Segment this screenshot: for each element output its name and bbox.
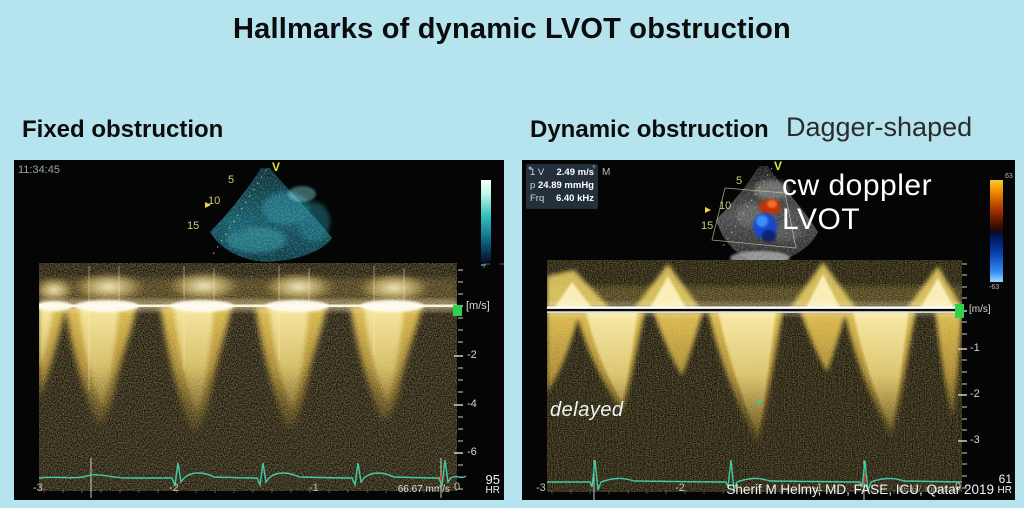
time-tick: 0: [955, 481, 962, 493]
measurement-value: 24.89 mmHg: [538, 180, 594, 191]
delayed-annotation: delayed: [550, 399, 624, 421]
caliper-red-marker: [439, 476, 443, 483]
dynamic-obstruction-echo-panel: ● + 1 V 2.49 m/s p 24.89 mmHg Frq 6.40 k…: [522, 160, 1015, 500]
measurement-row: p 24.89 mmHg: [530, 179, 594, 192]
grayscale-colorbar: [481, 180, 491, 266]
attribution-credit: Sherif M Helmy, MD, FASE, ICU, Qatar 201…: [726, 482, 994, 497]
ecg-trace: [547, 459, 963, 492]
right-column-heading: Dynamic obstruction: [530, 116, 769, 143]
heart-rate-display: 95 HR: [485, 472, 500, 496]
slide-title: Hallmarks of dynamic LVOT obstruction: [233, 13, 791, 45]
ecg-strip: [547, 459, 963, 500]
fixed-obstruction-ultrasound-graphic: [14, 160, 504, 500]
depth-arrow-icon: [205, 202, 211, 208]
depth-marker-10: 10: [719, 200, 732, 212]
time-tick: -2: [169, 482, 179, 494]
time-tick: -1: [309, 482, 319, 494]
baseline-cursor-marker: [453, 305, 462, 316]
acquisition-timestamp: 11:34:45: [18, 164, 61, 176]
heart-rate-display: 61 HR: [997, 472, 1012, 496]
velocity-axis-unit: [m/s]: [466, 300, 490, 312]
cw-doppler-lvot-label: cw doppler LVOT: [782, 169, 933, 236]
velocity-tick: -3: [970, 434, 980, 446]
measurement-value: 6.40 kHz: [555, 193, 594, 204]
colorbar-max-label: 63: [1005, 173, 1013, 180]
velocity-tick: -6: [467, 446, 477, 458]
time-tick: -3: [536, 482, 546, 494]
caliper-red-marker: [862, 476, 866, 483]
measurement-row: Frq 6.40 kHz: [530, 192, 594, 205]
sweep-speed: 66.67 mm/s: [898, 484, 948, 495]
color-doppler-box: [711, 187, 797, 249]
dagger-shaped-annotation: Dagger-shaped: [786, 112, 973, 142]
measurement-value: 2.49 m/s: [556, 167, 595, 178]
doppler-baseline: [39, 299, 457, 312]
depth-marker-5: 5: [228, 174, 235, 186]
trackball-marker-icon: +: [591, 164, 596, 171]
time-tick: -2: [675, 482, 685, 494]
heart-rate-value: 95: [485, 472, 500, 487]
measurement-row: 1 V 2.49 m/s: [530, 166, 594, 179]
time-tick: 0: [454, 481, 461, 493]
baseline-cursor-marker: [955, 304, 964, 318]
mode-marker: M: [602, 167, 611, 178]
time-tick: -1: [813, 482, 823, 494]
colorbar-min-label: -63: [989, 284, 1000, 291]
measurement-label: 1 V: [530, 167, 545, 178]
velocity-tick: -1: [970, 342, 980, 354]
depth-marker-10: 10: [208, 195, 221, 207]
dynamic-obstruction-ultrasound-graphic: [522, 160, 1015, 500]
depth-marker-15: 15: [701, 220, 714, 232]
velocity-tick: -2: [970, 388, 980, 400]
orientation-v-marker: V: [272, 160, 281, 174]
doppler-measurement-box: ● + 1 V 2.49 m/s p 24.89 mmHg Frq 6.40 k…: [526, 164, 598, 209]
sweep-speed: 66.67 mm/s: [397, 484, 450, 495]
color-doppler-velocity-colorbar: [990, 180, 1003, 282]
velocity-axis-unit: [m/s]: [969, 304, 991, 315]
ecg-strip: [38, 458, 467, 498]
color-doppler-jet: [753, 199, 781, 242]
doppler-baseline: [547, 302, 962, 316]
depth-marker-15: 15: [187, 220, 200, 232]
orientation-v-marker: V: [774, 160, 783, 173]
left-column-heading: Fixed obstruction: [22, 116, 224, 143]
circle-marker-icon: ●: [528, 165, 533, 172]
time-tick: -3: [33, 482, 43, 494]
measurement-label: Frq: [530, 193, 545, 204]
velocity-tick: -4: [467, 398, 477, 410]
spectral-doppler-display: [547, 260, 967, 492]
depth-marker-5: 5: [736, 175, 743, 187]
ecg-trace: [38, 459, 467, 488]
measurement-label: p: [530, 180, 536, 191]
depth-arrow-icon: [705, 207, 711, 213]
spectral-doppler-display: [39, 263, 504, 491]
heart-rate-value: 61: [998, 472, 1012, 486]
fixed-obstruction-echo-panel: 11:34:45 V 5 10 15 [m/s] -2 -4 -6 -3 -2 …: [14, 160, 504, 500]
heart-rate-label: HR: [485, 485, 500, 496]
heart-rate-label: HR: [997, 485, 1012, 496]
velocity-tick: -2: [467, 349, 477, 361]
